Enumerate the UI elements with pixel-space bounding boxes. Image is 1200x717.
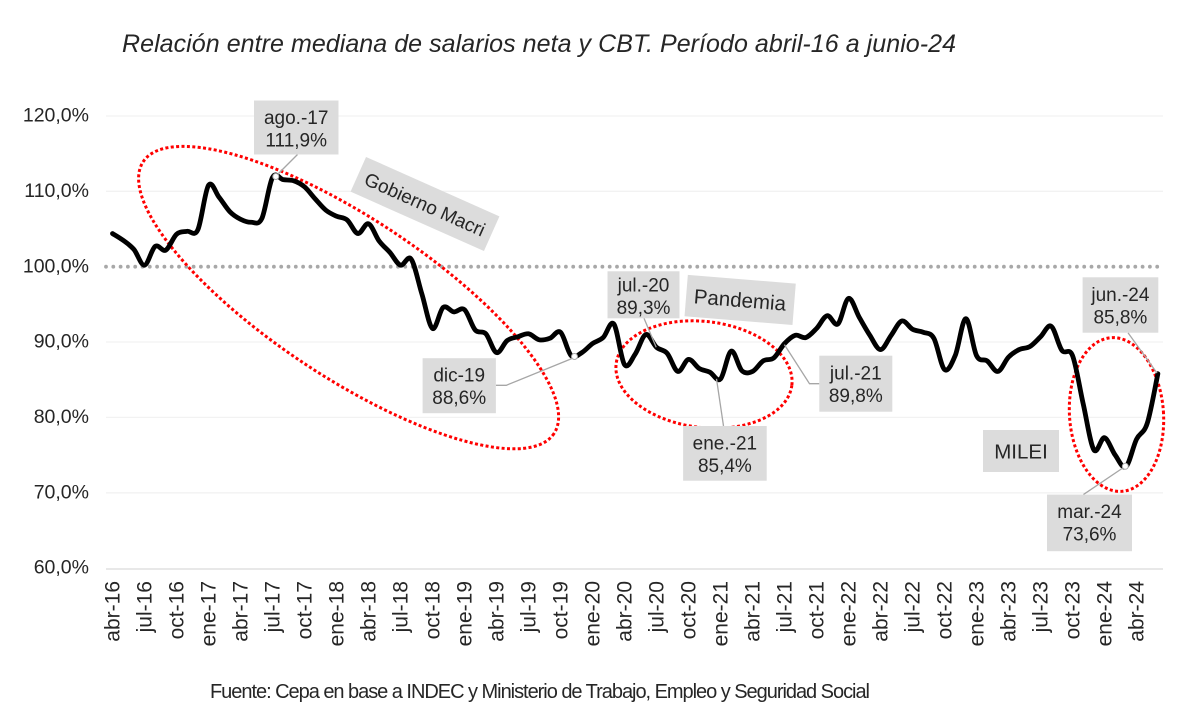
svg-text:dic-19: dic-19 (433, 366, 485, 387)
svg-text:abr-19: abr-19 (486, 581, 509, 642)
svg-text:jun.-24: jun.-24 (1090, 285, 1150, 306)
svg-text:Fuente: Cepa en base a INDEC y: Fuente: Cepa en base a INDEC y Ministeri… (210, 681, 870, 703)
svg-text:ene-22: ene-22 (838, 581, 861, 646)
svg-text:MILEI: MILEI (994, 441, 1048, 464)
svg-text:abr-16: abr-16 (102, 581, 125, 642)
svg-text:ene-23: ene-23 (966, 581, 989, 646)
svg-text:oct-21: oct-21 (806, 581, 829, 639)
svg-text:oct-23: oct-23 (1062, 581, 1085, 639)
svg-text:jul-18: jul-18 (390, 581, 413, 633)
svg-text:110,0%: 110,0% (24, 180, 89, 202)
svg-text:ene-21: ene-21 (710, 581, 733, 646)
svg-text:120,0%: 120,0% (23, 105, 89, 127)
svg-text:ene-24: ene-24 (1094, 581, 1117, 647)
svg-text:oct-16: oct-16 (166, 581, 189, 639)
svg-text:abr-21: abr-21 (742, 581, 765, 642)
svg-text:ene-18: ene-18 (326, 581, 349, 646)
svg-text:oct-17: oct-17 (294, 581, 317, 639)
svg-text:jul-20: jul-20 (646, 581, 669, 633)
svg-text:Relación entre mediana de sala: Relación entre mediana de salarios neta … (122, 30, 956, 58)
svg-text:mar.-24: mar.-24 (1057, 502, 1122, 523)
svg-text:89,3%: 89,3% (617, 298, 671, 319)
svg-text:ene-17: ene-17 (198, 581, 221, 646)
svg-text:abr-18: abr-18 (358, 581, 381, 642)
svg-text:73,6%: 73,6% (1063, 525, 1117, 546)
svg-text:jul.-21: jul.-21 (829, 364, 882, 385)
svg-text:abr-24: abr-24 (1126, 581, 1149, 642)
svg-text:oct-22: oct-22 (934, 581, 957, 639)
svg-text:70,0%: 70,0% (34, 481, 89, 503)
svg-text:jul.-20: jul.-20 (617, 276, 670, 297)
svg-text:90,0%: 90,0% (34, 331, 89, 353)
svg-text:jul-21: jul-21 (774, 581, 797, 633)
svg-text:111,9%: 111,9% (265, 131, 327, 152)
svg-text:jul-17: jul-17 (262, 581, 285, 633)
svg-text:ene.-21: ene.-21 (693, 434, 757, 455)
svg-text:jul-22: jul-22 (902, 581, 925, 633)
svg-text:ago.-17: ago.-17 (264, 108, 328, 129)
svg-text:89,8%: 89,8% (829, 386, 883, 407)
svg-text:jul-16: jul-16 (134, 581, 157, 633)
svg-text:oct-20: oct-20 (678, 581, 701, 639)
svg-text:oct-18: oct-18 (422, 581, 445, 639)
svg-text:60,0%: 60,0% (34, 557, 89, 579)
svg-text:85,8%: 85,8% (1093, 308, 1147, 329)
svg-text:jul-19: jul-19 (518, 581, 541, 633)
svg-text:ene-20: ene-20 (582, 581, 605, 646)
svg-text:oct-19: oct-19 (550, 581, 573, 639)
svg-text:abr-20: abr-20 (614, 581, 637, 642)
svg-text:88,6%: 88,6% (432, 388, 486, 409)
svg-text:ene-19: ene-19 (454, 581, 477, 646)
svg-text:jul-23: jul-23 (1030, 581, 1053, 633)
svg-text:abr-23: abr-23 (998, 581, 1021, 642)
svg-text:85,4%: 85,4% (698, 456, 752, 477)
svg-text:100,0%: 100,0% (23, 255, 89, 277)
svg-text:80,0%: 80,0% (34, 406, 89, 428)
svg-text:abr-22: abr-22 (870, 581, 893, 642)
svg-text:abr-17: abr-17 (230, 581, 253, 642)
